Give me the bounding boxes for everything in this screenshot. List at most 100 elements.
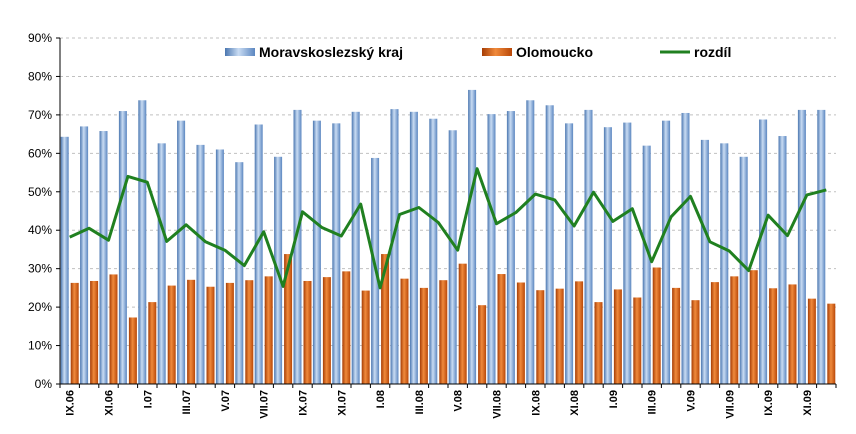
bar-olomoucko [827, 303, 836, 384]
legend-label: rozdíl [694, 44, 731, 60]
x-tick-label: VII.08 [492, 390, 504, 419]
bar-moravskoslezsky [157, 143, 166, 384]
x-tick-label: IX.07 [298, 390, 310, 416]
x-tick-labels: IX.06 XI.06 I.07 III.07 V.07 VII.07 IX.07 XI.07… [65, 390, 814, 419]
x-tick-label: XI.08 [569, 390, 581, 416]
bar-moravskoslezsky [545, 105, 554, 385]
bar-moravskoslezsky [759, 119, 768, 384]
bar-moravskoslezsky [603, 127, 612, 385]
bar-moravskoslezsky [584, 109, 593, 384]
bar-olomoucko [516, 282, 525, 384]
bar-moravskoslezsky [118, 111, 127, 385]
bar-olomoucko [730, 276, 739, 384]
bar-olomoucko [128, 317, 137, 384]
y-tick-labels: 0% 10% 20% 30% 40% 50% 60% 70% 80% 90% [28, 31, 52, 391]
bar-olomoucko [672, 287, 681, 384]
gridlines [60, 37, 836, 347]
bar-olomoucko [652, 267, 661, 384]
bar-moravskoslezsky [797, 109, 806, 384]
bar-moravskoslezsky [681, 112, 690, 384]
bar-olomoucko [555, 288, 564, 384]
bar-olomoucko [381, 254, 390, 384]
bar-olomoucko [419, 287, 428, 384]
bars [60, 89, 836, 385]
bar-olomoucko [769, 288, 778, 384]
x-tick-label: III.08 [414, 390, 426, 414]
bar-olomoucko [710, 282, 719, 384]
x-tick-label: XI.06 [104, 390, 116, 416]
bar-olomoucko [187, 279, 196, 384]
bar-olomoucko [749, 270, 758, 384]
bar-olomoucko [342, 271, 351, 384]
bar-moravskoslezsky [700, 139, 709, 384]
y-tick-label: 60% [28, 146, 52, 160]
bar-moravskoslezsky [448, 130, 457, 384]
x-tick-label: I.09 [608, 390, 620, 408]
bar-olomoucko [109, 274, 118, 384]
x-tick-label: VII.07 [259, 390, 271, 419]
bar-olomoucko [148, 302, 157, 384]
y-tick-label: 40% [28, 223, 52, 237]
bar-moravskoslezsky [642, 145, 651, 384]
bar-olomoucko [458, 263, 467, 384]
x-tick-label: V.08 [453, 390, 465, 412]
bar-moravskoslezsky [60, 136, 69, 384]
bar-moravskoslezsky [138, 100, 147, 384]
bar-olomoucko [439, 280, 448, 384]
line-series [69, 167, 827, 290]
bar-moravskoslezsky [778, 136, 787, 384]
bar-moravskoslezsky [177, 120, 186, 385]
bar-olomoucko [206, 286, 215, 384]
x-tick-label: I.08 [375, 390, 387, 408]
legend-label: Moravskoslezský kraj [259, 44, 403, 60]
bar-olomoucko [478, 305, 487, 384]
y-tick-label: 70% [28, 108, 52, 122]
bar-olomoucko [691, 300, 700, 384]
x-tick-label: XI.07 [336, 390, 348, 416]
legend-label: Olomoucko [516, 44, 593, 60]
bar-moravskoslezsky [196, 144, 205, 384]
bar-olomoucko [788, 284, 797, 384]
bar-moravskoslezsky [390, 109, 399, 384]
x-tick-label: IX.08 [530, 390, 542, 416]
bar-moravskoslezsky [817, 109, 826, 384]
bar-moravskoslezsky [739, 156, 748, 384]
bar-moravskoslezsky [351, 111, 360, 385]
legend-swatch [225, 48, 255, 56]
bar-moravskoslezsky [565, 123, 574, 384]
y-tick-label: 30% [28, 262, 52, 276]
y-tick-label: 0% [35, 377, 53, 391]
x-tick-label: IX.06 [65, 390, 77, 416]
x-tick-label: V.07 [220, 390, 232, 412]
bar-moravskoslezsky [662, 120, 671, 385]
legend-swatch [482, 48, 512, 56]
x-tick-label: XI.09 [802, 390, 814, 416]
bar-olomoucko [361, 290, 370, 384]
bar-moravskoslezsky [80, 126, 89, 384]
bar-olomoucko [613, 289, 622, 384]
bar-moravskoslezsky [312, 120, 321, 385]
x-tick-label: VII.09 [724, 390, 736, 419]
bar-olomoucko [322, 277, 331, 384]
bar-olomoucko [245, 280, 254, 384]
bar-moravskoslezsky [506, 111, 515, 385]
x-tick-label: V.09 [686, 390, 698, 412]
bar-olomoucko [575, 281, 584, 384]
bar-moravskoslezsky [468, 89, 477, 385]
bar-olomoucko [497, 274, 506, 384]
bar-moravskoslezsky [293, 109, 302, 384]
bar-olomoucko [400, 278, 409, 384]
line-rozdil [69, 167, 827, 290]
bar-olomoucko [594, 302, 603, 384]
x-tick-label: III.07 [181, 390, 193, 414]
x-tick-label: I.07 [142, 390, 154, 408]
bar-olomoucko [536, 290, 545, 384]
bar-moravskoslezsky [487, 114, 496, 385]
bar-olomoucko [284, 254, 293, 384]
axes [56, 37, 837, 388]
y-tick-label: 90% [28, 31, 52, 45]
bar-olomoucko [70, 282, 79, 384]
bar-olomoucko [264, 276, 273, 384]
bar-moravskoslezsky [332, 123, 341, 384]
